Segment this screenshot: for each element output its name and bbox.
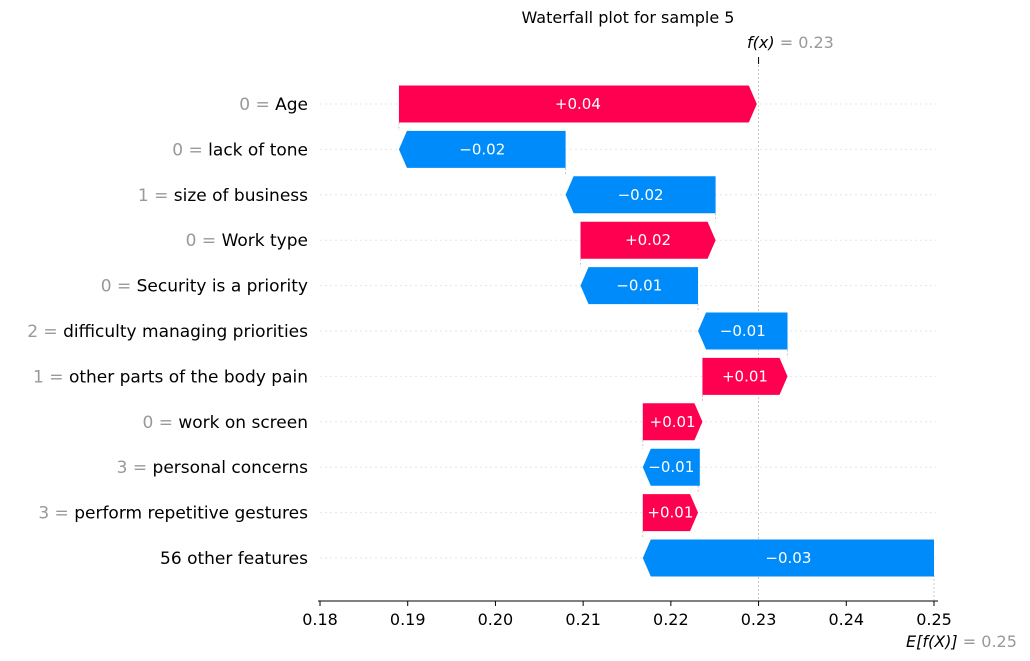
- feature-equals: =: [149, 186, 174, 206]
- waterfall-bar: [642, 539, 934, 577]
- feature-label: 56 other features: [160, 549, 308, 569]
- feature-equals: =: [127, 458, 152, 478]
- feature-value: 0: [239, 95, 250, 115]
- feature-name: 56 other features: [160, 549, 308, 569]
- x-tick-label: 0.21: [565, 610, 601, 629]
- efx-annotation: E[f(X)] = 0.25: [906, 632, 1017, 651]
- feature-label: 1 = other parts of the body pain: [33, 367, 308, 387]
- feature-label: 3 = perform repetitive gestures: [38, 504, 308, 524]
- feature-value: 2: [27, 322, 38, 342]
- x-tick-label: 0.22: [653, 610, 689, 629]
- bar-value-label: −0.01: [720, 322, 766, 340]
- feature-value: 0: [172, 140, 183, 160]
- x-tick-label: 0.19: [390, 610, 426, 629]
- feature-equals: =: [112, 277, 137, 297]
- waterfall-bar: [642, 494, 699, 532]
- feature-name: Age: [275, 95, 308, 115]
- feature-name: size of business: [174, 186, 308, 206]
- feature-equals: =: [153, 413, 178, 433]
- feature-equals: =: [38, 322, 63, 342]
- waterfall-bar: [642, 448, 700, 486]
- bar-value-label: −0.02: [618, 186, 664, 204]
- x-tick-label: 0.23: [741, 610, 777, 629]
- feature-value: 0: [186, 231, 197, 251]
- bar-value-label: +0.04: [555, 95, 601, 113]
- bar-value-label: +0.01: [650, 413, 696, 431]
- bar-value-label: −0.01: [648, 458, 694, 476]
- bar-value-label: +0.02: [625, 231, 671, 249]
- x-tick-label: 0.18: [302, 610, 338, 629]
- feature-label: 2 = difficulty managing priorities: [27, 322, 308, 342]
- feature-label: 1 = size of business: [138, 186, 308, 206]
- bar-value-label: −0.01: [616, 277, 662, 295]
- feature-value: 0: [142, 413, 153, 433]
- feature-equals: =: [49, 504, 74, 524]
- grid-lines: [320, 103, 936, 559]
- feature-label: 3 = personal concerns: [117, 458, 308, 478]
- feature-label: 0 = Work type: [186, 231, 308, 251]
- feature-equals: =: [197, 231, 222, 251]
- chart-title: Waterfall plot for sample 5: [522, 8, 735, 27]
- reference-lines: [398, 57, 935, 600]
- feature-value: 1: [138, 186, 149, 206]
- feature-equals: =: [44, 367, 69, 387]
- x-tick-label: 0.24: [828, 610, 864, 629]
- waterfall-bar: [702, 357, 788, 395]
- fx-value: 0.23: [798, 33, 834, 52]
- feature-name: lack of tone: [208, 140, 308, 160]
- feature-value: 1: [33, 367, 44, 387]
- bars: +0.04 −0.02 −0.02 +0.02 −0.01 −0.01 +0.01 +0.01…: [398, 85, 934, 577]
- feature-value: 3: [117, 458, 128, 478]
- waterfall-bar: [698, 312, 788, 350]
- efx-equals: =: [963, 632, 982, 651]
- feature-label: 0 = lack of tone: [172, 140, 308, 160]
- feature-name: personal concerns: [153, 458, 309, 478]
- waterfall-bar: [565, 176, 716, 214]
- fx-equals: =: [780, 33, 799, 52]
- feature-label: 0 = work on screen: [142, 413, 308, 433]
- feature-equals: =: [183, 140, 208, 160]
- feature-name: Security is a priority: [137, 277, 308, 297]
- feature-label: 0 = Age: [239, 95, 308, 115]
- x-tick-label: 0.20: [478, 610, 514, 629]
- fx-annotation: f(x) = 0.23: [747, 33, 834, 52]
- fx-label: f(x): [747, 33, 775, 52]
- feature-name: perform repetitive gestures: [74, 504, 308, 524]
- x-tick-label: 0.25: [916, 610, 952, 629]
- feature-name: Work type: [222, 231, 308, 251]
- bar-value-label: +0.01: [647, 504, 693, 522]
- feature-name: other parts of the body pain: [69, 367, 308, 387]
- efx-value: 0.25: [981, 632, 1017, 651]
- feature-equals: =: [250, 95, 275, 115]
- waterfall-bar: [398, 85, 757, 123]
- bar-value-label: −0.02: [459, 140, 505, 158]
- bar-value-label: −0.03: [765, 549, 811, 567]
- waterfall-bar: [642, 403, 703, 441]
- waterfall-bar: [580, 267, 699, 305]
- waterfall-bar: [580, 221, 716, 259]
- feature-label: 0 = Security is a priority: [101, 277, 308, 297]
- waterfall-bar: [398, 130, 566, 168]
- efx-label: E[f(X)]: [906, 632, 958, 651]
- feature-name: difficulty managing priorities: [63, 322, 308, 342]
- bar-value-label: +0.01: [722, 367, 768, 385]
- feature-value: 3: [38, 504, 49, 524]
- feature-name: work on screen: [178, 413, 308, 433]
- feature-value: 0: [101, 277, 112, 297]
- x-axis: 0.18 0.19 0.20 0.21 0.22 0.23 0.24 0.25: [302, 600, 952, 629]
